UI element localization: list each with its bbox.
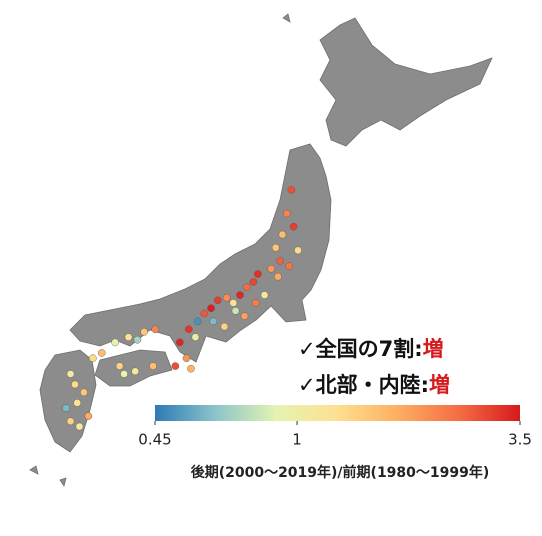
station [120,370,128,378]
station [75,422,84,431]
station [283,209,291,218]
annotation-value: 増 [429,373,450,397]
annotation: ✓北部・内陸:増 [298,373,450,397]
station [207,304,215,313]
station [271,243,280,252]
station [229,299,238,307]
annotation-sep: : [421,373,429,397]
annotation-value: 増 [423,337,444,361]
station [200,309,209,318]
station [289,222,298,231]
station [84,412,93,420]
station [149,362,157,370]
stations [62,186,302,431]
station [276,257,284,265]
station [133,335,142,344]
station [182,354,191,362]
station [62,404,70,412]
station [89,354,97,362]
honshu [69,143,332,363]
station [242,283,251,291]
station [287,186,296,194]
annotations: ✓全国の7割:増✓北部・内陸:増 [298,337,450,397]
station [274,272,282,281]
colorbar-label: 後期(2000～2019年)/前期(1980～1999年) [191,464,490,481]
station [220,322,229,331]
station [184,325,193,334]
station [236,291,244,299]
colorbar-ticks: 0.45 1 3.5 [138,421,532,449]
station [171,362,180,370]
annotation: ✓全国の7割:増 [298,337,444,361]
station [187,364,195,373]
station [278,230,287,239]
station [294,246,302,255]
station [222,293,231,302]
station [240,312,249,320]
station [80,388,88,397]
station [66,370,75,378]
station [285,262,293,270]
station [254,270,262,278]
islands [29,13,291,487]
colorbar-tick-label: 1 [292,431,302,449]
station [176,338,184,347]
station [151,325,160,334]
station [124,333,133,341]
station [251,299,260,307]
station [267,264,276,273]
station [249,278,258,286]
station [131,367,140,376]
annotation-label: ✓北部・内陸 [298,373,421,397]
station [260,291,269,299]
station [73,399,82,407]
annotation-label: ✓全国の7割 [298,337,414,361]
colorbar-tick-label: 0.45 [138,431,171,449]
colorbar-tick-label: 3.5 [508,431,532,449]
station [231,307,240,315]
station [111,338,119,347]
station [140,328,148,336]
land [29,13,493,487]
kyushu [39,349,97,453]
station [193,317,202,326]
station [213,296,222,305]
station [209,317,218,326]
annotation-sep: : [414,337,422,361]
station [191,333,200,341]
station [97,349,106,357]
station [66,417,75,426]
station [115,362,124,370]
station [71,380,79,389]
hokkaido [319,17,493,147]
colorbar [155,405,520,421]
